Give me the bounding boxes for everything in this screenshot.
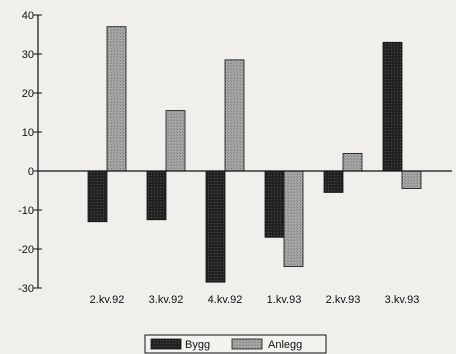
y-axis: -30 -20 -10 0 10 20 30 40 — [18, 10, 42, 295]
y-tick-label: 40 — [22, 10, 34, 22]
y-tick-label: -30 — [18, 283, 34, 295]
legend-label-bygg: Bygg — [185, 339, 210, 351]
bar-anlegg-3.kv.92 — [165, 110, 186, 172]
bars — [87, 26, 422, 283]
y-tick-label: -20 — [18, 244, 34, 256]
legend-swatch-anlegg — [231, 338, 263, 350]
bar-bygg-3.kv.93 — [382, 41, 403, 172]
y-tick-label: 30 — [22, 49, 34, 61]
bar-anlegg-1.kv.93 — [283, 170, 304, 267]
bar-bygg-2.kv.92 — [87, 170, 108, 223]
x-category-label: 4.kv.92 — [208, 294, 243, 306]
legend-swatch-bygg — [150, 338, 182, 350]
bar-anlegg-4.kv.92 — [224, 59, 245, 172]
legend-label-anlegg: Anlegg — [268, 339, 302, 351]
bar-bygg-3.kv.92 — [146, 170, 167, 221]
bar-bygg-1.kv.93 — [264, 170, 285, 238]
bar-anlegg-2.kv.92 — [106, 26, 127, 172]
legend: Bygg Anlegg — [144, 334, 327, 354]
y-tick-label: -10 — [18, 205, 34, 217]
x-category-label: 3.kv.92 — [149, 294, 184, 306]
bar-anlegg-3.kv.93 — [401, 170, 422, 189]
bar-bygg-4.kv.92 — [205, 170, 226, 283]
y-tick-label: 20 — [22, 88, 34, 100]
y-tick-label: 10 — [22, 127, 34, 139]
x-axis-labels: 2.kv.92 3.kv.92 4.kv.92 1.kv.93 2.kv.93 3.kv.… — [90, 294, 420, 306]
y-tick-label: 0 — [28, 166, 34, 178]
x-category-label: 1.kv.93 — [267, 294, 302, 306]
x-category-label: 3.kv.93 — [385, 294, 420, 306]
bar-bygg-2.kv.93 — [323, 170, 344, 193]
x-category-label: 2.kv.93 — [326, 294, 361, 306]
bar-anlegg-2.kv.93 — [342, 153, 363, 172]
x-category-label: 2.kv.92 — [90, 294, 125, 306]
